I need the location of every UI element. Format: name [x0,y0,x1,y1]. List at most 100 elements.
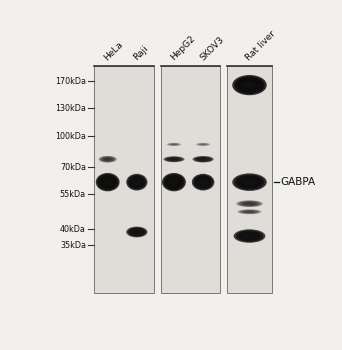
Ellipse shape [247,84,252,86]
Ellipse shape [106,181,109,183]
Ellipse shape [99,175,117,189]
Ellipse shape [169,143,180,146]
Ellipse shape [168,177,180,187]
Ellipse shape [197,143,210,146]
Ellipse shape [236,200,263,207]
Ellipse shape [196,143,210,146]
Ellipse shape [135,181,138,183]
Ellipse shape [241,202,258,206]
Ellipse shape [193,175,213,189]
Ellipse shape [132,229,142,235]
Ellipse shape [236,230,263,242]
Ellipse shape [234,175,265,190]
Ellipse shape [193,156,214,162]
Ellipse shape [163,174,184,190]
Ellipse shape [202,181,205,183]
Ellipse shape [133,179,141,185]
Ellipse shape [243,202,256,205]
Ellipse shape [246,203,253,204]
Bar [161,66,220,293]
Ellipse shape [195,176,212,188]
Ellipse shape [171,159,176,160]
Ellipse shape [234,76,265,94]
Ellipse shape [101,157,115,162]
Ellipse shape [238,201,261,206]
Ellipse shape [134,180,140,184]
Ellipse shape [167,176,181,188]
Ellipse shape [200,180,206,184]
Ellipse shape [195,157,211,162]
Ellipse shape [166,157,182,161]
Ellipse shape [165,157,183,162]
Text: Rat liver: Rat liver [245,29,278,62]
Ellipse shape [244,211,255,213]
Ellipse shape [172,181,175,183]
Ellipse shape [165,175,183,189]
Text: 170kDa: 170kDa [55,77,86,86]
Ellipse shape [194,156,212,162]
Ellipse shape [198,143,209,146]
Ellipse shape [192,174,214,190]
Ellipse shape [162,173,186,191]
Ellipse shape [238,231,261,241]
Text: HepG2: HepG2 [169,34,197,62]
Ellipse shape [132,178,142,186]
Ellipse shape [241,233,258,239]
Ellipse shape [239,177,260,188]
Text: SKOV3: SKOV3 [198,35,226,62]
Ellipse shape [133,230,141,234]
Ellipse shape [232,173,267,191]
Ellipse shape [199,158,207,160]
Ellipse shape [130,229,144,235]
Ellipse shape [163,156,185,162]
Ellipse shape [170,179,179,186]
Ellipse shape [239,201,260,206]
Ellipse shape [232,75,267,95]
Bar [227,66,272,293]
Ellipse shape [99,156,117,163]
Ellipse shape [102,177,114,187]
Ellipse shape [196,177,210,187]
Ellipse shape [197,178,209,186]
Ellipse shape [241,178,258,187]
Ellipse shape [242,210,257,213]
Ellipse shape [129,228,145,236]
Ellipse shape [247,181,252,183]
Text: 40kDa: 40kDa [60,225,86,234]
Ellipse shape [198,158,208,161]
Ellipse shape [237,176,262,189]
Ellipse shape [172,144,176,145]
Text: GABPA: GABPA [281,177,316,187]
Ellipse shape [196,157,210,161]
Text: Raji: Raji [132,44,150,62]
Ellipse shape [199,144,208,145]
Ellipse shape [168,143,180,146]
Text: 130kDa: 130kDa [55,104,86,113]
Ellipse shape [167,158,181,161]
Ellipse shape [245,202,254,205]
Ellipse shape [245,180,254,184]
Ellipse shape [130,177,144,187]
Ellipse shape [239,232,260,240]
Ellipse shape [244,233,255,239]
Ellipse shape [103,179,112,186]
Ellipse shape [245,83,254,88]
Ellipse shape [243,81,256,89]
Ellipse shape [104,158,111,161]
Ellipse shape [100,156,116,162]
Ellipse shape [241,80,258,90]
Ellipse shape [134,231,140,233]
Text: 35kDa: 35kDa [60,241,86,250]
Ellipse shape [103,158,112,161]
Ellipse shape [243,179,256,186]
Ellipse shape [169,158,179,161]
Ellipse shape [102,157,113,161]
Ellipse shape [97,174,118,190]
Ellipse shape [247,211,252,212]
Text: 55kDa: 55kDa [60,190,86,199]
Ellipse shape [238,209,261,214]
Ellipse shape [171,144,177,145]
Ellipse shape [248,235,251,237]
Ellipse shape [200,159,206,160]
Ellipse shape [170,144,177,145]
